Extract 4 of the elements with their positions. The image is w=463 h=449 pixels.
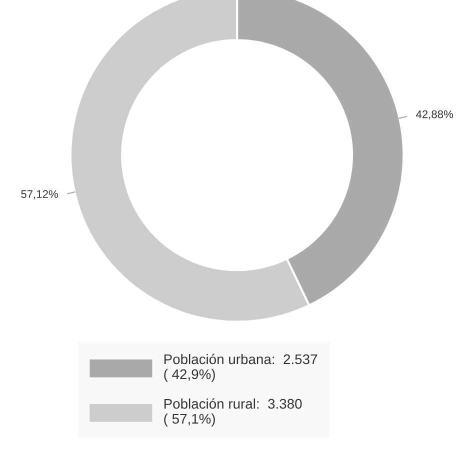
data-label: 42,88% xyxy=(416,110,454,120)
data-label: 57,12% xyxy=(21,190,58,200)
legend-label: Población urbana: 2.537 ( 42,9%) xyxy=(164,354,318,382)
legend-label: Población rural: 3.380 ( 57,1%) xyxy=(164,398,302,426)
